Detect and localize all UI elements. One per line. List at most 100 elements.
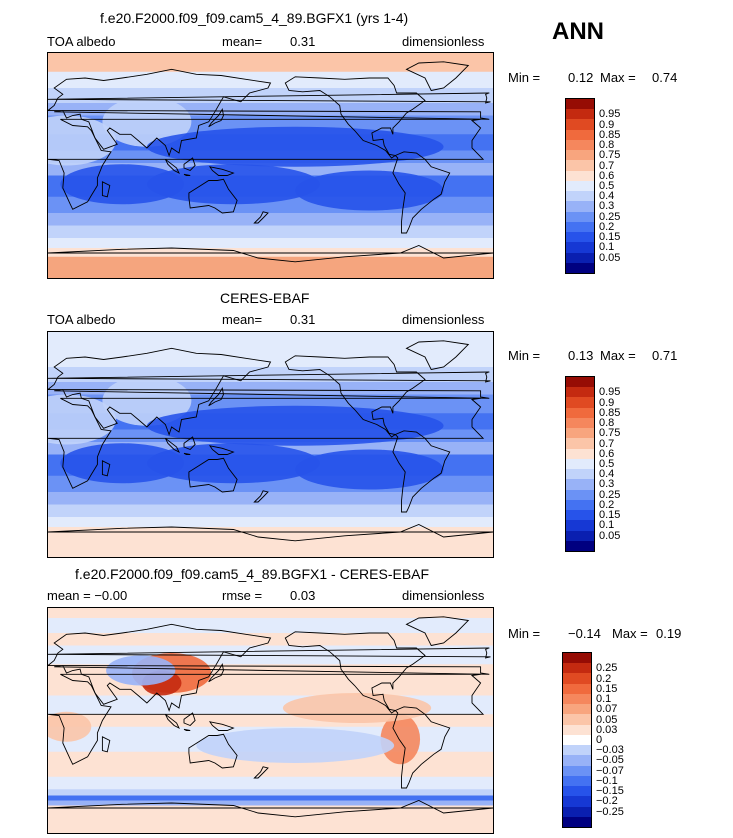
coastline [164,713,180,730]
min-value: 0.12 [568,70,594,85]
min-label: Min = [508,348,541,363]
colorbar-swatch [566,458,594,470]
colorbar-tick-label: 0.85 [599,128,621,141]
colorbar-swatch [566,211,594,222]
coastline [208,721,235,731]
max-value: 0.19 [656,626,682,641]
colorbar-tick-label: 0.6 [599,169,615,182]
field-blob [295,449,444,490]
colorbar-swatch [566,160,594,171]
colorbar-tick-label: 0.9 [599,396,615,409]
coastline [208,166,235,176]
colorbar-swatch [563,714,591,725]
colorbar-swatch [566,119,594,130]
latitude-band [48,800,493,806]
colorbar-swatch [563,693,591,705]
colorbar-tick-label: 0.8 [599,139,615,152]
colorbar-tick-label: 0.07 [596,703,618,716]
colorbar-tick-label: 0.5 [599,180,615,192]
colorbar-swatches [565,98,595,274]
latitude-band [48,504,493,518]
field-blob [380,714,421,765]
colorbar-swatch [563,816,591,827]
colorbar-swatch [566,170,594,181]
coastline [48,118,485,210]
latitude-band [48,256,493,278]
units-label: dimensionless [402,34,485,49]
colorbar-swatches [565,376,595,552]
colorbar-swatch [566,499,594,511]
coastline [208,387,224,407]
colorbar-swatch [566,510,594,521]
min-value: −0.14 [568,626,601,641]
coastline [405,616,470,647]
panel-title: f.e20.F2000.f09_f09.cam5_4_89.BGFX1 (yrs… [100,10,409,26]
colorbar-tick-label: −0.05 [596,754,624,767]
coastline [183,712,196,727]
latitude-band [48,795,493,801]
mean-value: 0.31 [290,34,316,49]
coastline [253,211,269,224]
colorbar-tick-label: 0.3 [599,200,615,213]
colorbar-swatch [563,765,591,776]
colorbar-swatch [566,129,594,140]
colorbar-difference: 0.25 0.2 0.15 0.1 0.07 0.05 0.03 0 −0.03 −0.05 −0.… [562,652,624,828]
diff-mean-label: mean = −0.00 [47,588,128,603]
coastline [164,158,180,175]
coastline [48,92,491,104]
colorbar-tick-label: 0.4 [599,468,615,481]
colorbar-swatch [566,397,594,408]
colorbar-swatch [566,479,594,490]
latitude-band [48,618,493,634]
coastline [48,524,493,542]
coastline [208,445,235,455]
colorbar-tick-label: −0.03 [596,744,624,757]
colorbar-swatch [563,745,591,756]
field-blob [48,711,92,742]
coastline [188,733,238,769]
coastline [188,178,238,214]
colorbar-tick-label: 0.2 [596,672,612,685]
colorbar-tick-label: 0.15 [599,231,621,244]
min-label: Min = [508,626,541,641]
colorbar-tick-label: 0.2 [599,498,615,511]
colorbar-swatch [566,180,594,192]
colorbar-tick-label: −0.07 [596,764,624,777]
map-canvas [48,332,493,557]
latitude-band [48,633,493,646]
colorbar-swatch [563,734,591,746]
map-canvas [48,608,493,833]
colorbar-tick-label: 0.3 [599,478,615,491]
colorbar-swatch [566,428,594,439]
max-label: Max = [612,626,648,641]
colorbar-tick-label: 0.05 [596,713,618,726]
colorbar-tick-label: 0.95 [599,108,621,121]
coastline [101,460,111,477]
max-value: 0.71 [652,348,678,363]
colorbar-swatch [566,540,594,551]
colorbar-swatch [566,139,594,151]
colorbar-tick-label: 0.15 [599,509,621,522]
colorbar-tick-label: 0.03 [596,723,618,736]
colorbar-swatch [566,150,594,161]
colorbar-swatch [566,520,594,531]
coastline [183,452,191,455]
colorbar-tick-label: 0.2 [599,220,615,233]
variable-label: TOA albedo [47,34,116,49]
colorbar-tick-label: −0.2 [596,795,618,808]
coastline [183,436,196,451]
colorbar-tick-label: −0.1 [596,774,618,787]
coastline [48,347,490,436]
colorbar-swatch [566,262,594,273]
coastline [101,736,111,753]
colorbar-swatch [563,755,591,766]
coastline [208,663,224,683]
colorbar-swatch [566,201,594,212]
coastline [48,371,491,383]
colorbar-tick-label: 0.75 [599,149,621,162]
coastline [183,157,196,172]
field-blob [295,170,444,211]
variable-label: TOA albedo [47,312,116,327]
colorbar-tick-label: 0.95 [599,386,621,399]
field-blob [106,655,176,686]
